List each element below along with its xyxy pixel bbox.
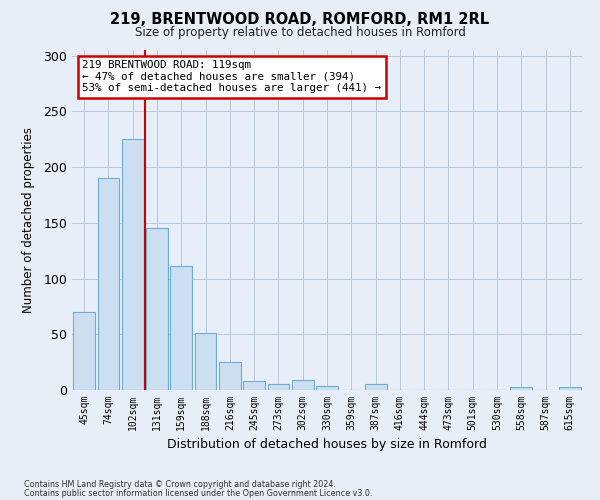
Bar (146, 228, 168, 390)
Text: 219 BRENTWOOD ROAD: 119sqm
← 47% of detached houses are smaller (394)
53% of sem: 219 BRENTWOOD ROAD: 119sqm ← 47% of deta… (82, 60, 381, 94)
Bar (243, 381, 265, 390)
Bar (365, 384, 386, 390)
Bar (511, 386, 532, 390)
Text: Contains public sector information licensed under the Open Government Licence v3: Contains public sector information licen… (24, 488, 373, 498)
Bar (316, 386, 338, 390)
Y-axis label: Number of detached properties: Number of detached properties (22, 127, 35, 313)
Bar (292, 380, 314, 390)
Bar (559, 386, 581, 390)
Bar (73, 312, 95, 390)
Bar (97, 178, 119, 390)
Text: Size of property relative to detached houses in Romford: Size of property relative to detached ho… (134, 26, 466, 39)
Bar (268, 384, 289, 390)
Bar (219, 362, 241, 390)
X-axis label: Distribution of detached houses by size in Romford: Distribution of detached houses by size … (167, 438, 487, 452)
Bar (170, 266, 192, 390)
Text: 219, BRENTWOOD ROAD, ROMFORD, RM1 2RL: 219, BRENTWOOD ROAD, ROMFORD, RM1 2RL (110, 12, 490, 28)
Bar (194, 333, 217, 390)
Bar (122, 139, 143, 390)
Text: Contains HM Land Registry data © Crown copyright and database right 2024.: Contains HM Land Registry data © Crown c… (24, 480, 336, 489)
